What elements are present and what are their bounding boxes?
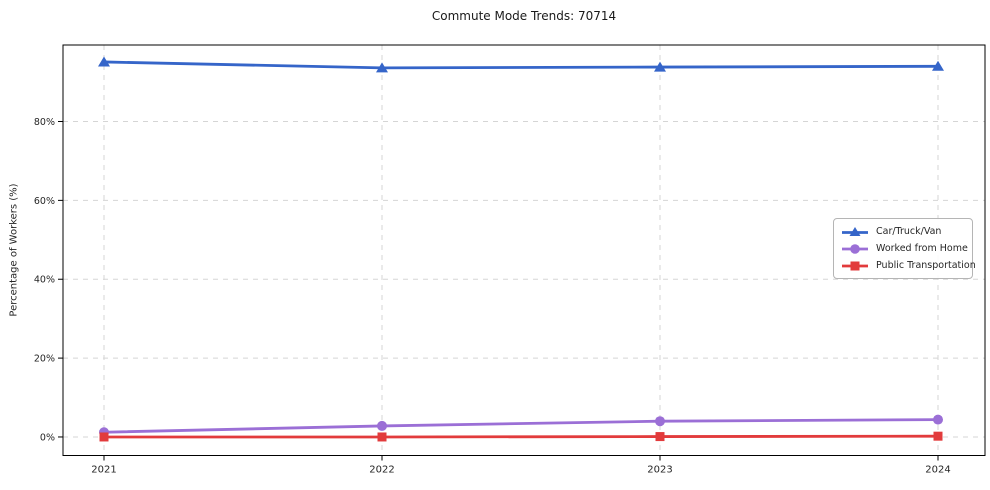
legend-label-worked-from-home: Worked from Home xyxy=(876,243,968,254)
marker-triangle-icon xyxy=(654,61,666,72)
axes-box xyxy=(62,44,986,456)
marker-square-icon xyxy=(933,431,943,441)
series-line-car-truck-van xyxy=(103,60,939,70)
legend-item-car-truck-van: Car/Truck/Van xyxy=(841,223,965,240)
marker-circle-icon xyxy=(377,420,387,431)
legend-marker-circle-icon xyxy=(842,243,868,254)
legend-item-public-transportation: Public Transportation xyxy=(841,257,976,274)
y-tick-label: 20% xyxy=(34,354,55,365)
x-tick-label: 2024 xyxy=(925,465,950,476)
marker-triangle-icon xyxy=(932,60,944,71)
y-tick-label: 0% xyxy=(40,432,55,443)
legend-label-car-truck-van: Car/Truck/Van xyxy=(876,226,942,237)
marker-square-icon xyxy=(99,432,109,442)
legend: Car/Truck/Van Worked from Home Public Tr… xyxy=(833,218,976,279)
legend-label-public-transportation: Public Transportation xyxy=(876,260,976,271)
marker-triangle-icon xyxy=(376,62,388,73)
chart-title: Commute Mode Trends: 70714 xyxy=(431,9,617,23)
x-tick-label: 2021 xyxy=(91,465,116,476)
x-tick-label: 2023 xyxy=(647,465,672,476)
y-tick-label: 60% xyxy=(34,196,55,207)
marker-square-icon xyxy=(377,432,387,442)
x-tick-label: 2022 xyxy=(369,465,394,476)
legend-marker-square-icon xyxy=(842,261,868,270)
marker-circle-icon xyxy=(933,414,943,425)
marker-circle-icon xyxy=(655,416,665,427)
series-line-public-transportation xyxy=(104,434,939,439)
marker-triangle-icon xyxy=(98,56,110,67)
legend-item-worked-from-home: Worked from Home xyxy=(841,240,968,257)
y-tick-label: 80% xyxy=(34,117,55,128)
legend-marker-triangle-icon xyxy=(842,226,868,236)
y-tick-label: 40% xyxy=(34,275,55,286)
series-line-worked-from-home xyxy=(103,418,939,434)
marker-square-icon xyxy=(655,432,665,442)
